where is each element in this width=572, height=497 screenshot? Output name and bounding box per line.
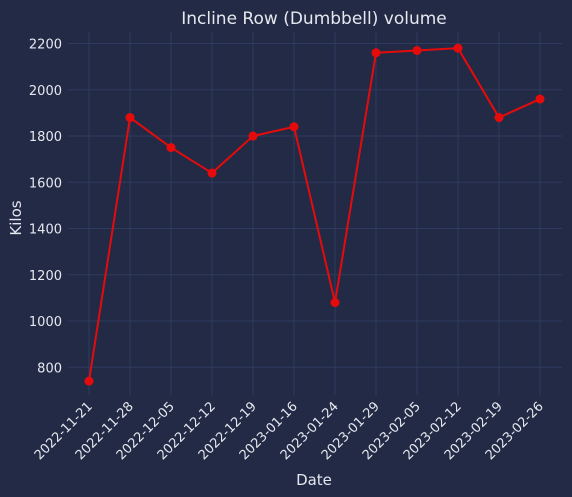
data-point: [412, 45, 422, 55]
y-axis: 800 1000 1200 1400 1600 1800 2000 2200: [29, 38, 62, 377]
data-point: [453, 43, 463, 53]
y-tick-label: 2200: [29, 38, 62, 53]
y-tick-label: 1000: [29, 315, 62, 330]
series-line: [88, 47, 541, 382]
data-point: [125, 113, 135, 123]
y-tick-label: 1800: [29, 130, 62, 145]
grid: [68, 32, 562, 395]
x-axis-label: Date: [296, 471, 332, 489]
series: [84, 43, 545, 386]
chart-title: Incline Row (Dumbbell) volume: [181, 9, 447, 29]
y-tick-label: 800: [37, 361, 62, 376]
data-point: [248, 131, 258, 141]
data-point: [494, 113, 504, 123]
data-point: [84, 376, 94, 386]
data-point: [371, 48, 381, 58]
y-tick-label: 1200: [29, 269, 62, 284]
data-point: [289, 122, 299, 132]
y-tick-label: 2000: [29, 84, 62, 99]
y-axis-label: Kilos: [7, 200, 25, 235]
data-point: [535, 94, 545, 104]
data-point: [166, 143, 176, 153]
y-tick-label: 1400: [29, 223, 62, 238]
data-point: [207, 168, 217, 178]
y-tick-label: 1600: [29, 176, 62, 191]
data-point: [330, 298, 340, 308]
